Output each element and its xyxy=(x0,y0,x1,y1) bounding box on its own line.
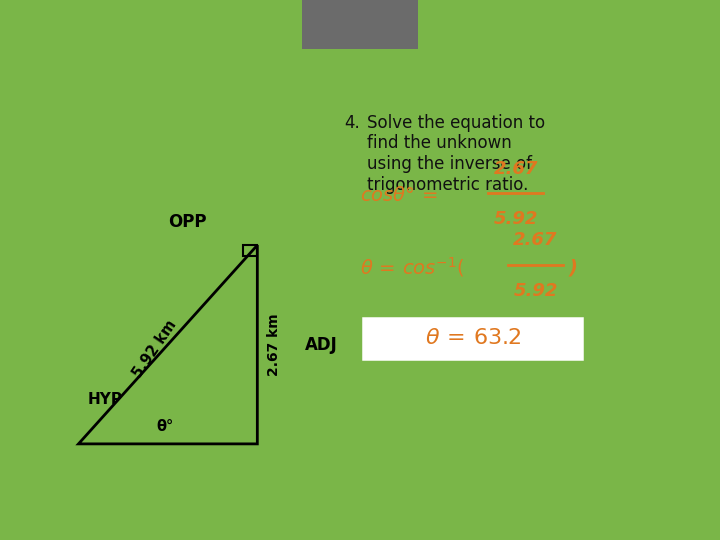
Bar xyxy=(243,245,257,256)
Text: 4.: 4. xyxy=(344,113,360,132)
FancyBboxPatch shape xyxy=(360,315,585,362)
Text: Solve the equation to
find the unknown
using the inverse of
trigonometric ratio.: Solve the equation to find the unknown u… xyxy=(366,113,545,194)
Text: right triangle using trigonometric ratios:: right triangle using trigonometric ratio… xyxy=(66,79,559,99)
Text: 5.92: 5.92 xyxy=(493,211,538,228)
Text: ADJ: ADJ xyxy=(305,335,338,354)
Text: HYP: HYP xyxy=(87,392,122,407)
Text: θ°: θ° xyxy=(156,419,174,434)
Text: ): ) xyxy=(569,258,577,277)
Text: OPP: OPP xyxy=(168,213,207,231)
Text: $cos\theta°\,=$: $cos\theta°\,=$ xyxy=(360,186,438,205)
Text: 5.92: 5.92 xyxy=(513,282,558,300)
Text: $\theta\,=\,63.2$: $\theta\,=\,63.2$ xyxy=(425,328,521,348)
Text: $\theta\,=\,cos^{-1}($: $\theta\,=\,cos^{-1}($ xyxy=(360,255,464,280)
Polygon shape xyxy=(78,245,257,444)
Text: 5.92 km: 5.92 km xyxy=(130,318,179,381)
Text: 2.67 km: 2.67 km xyxy=(267,313,282,376)
Text: Steps to finding the missing angle of a: Steps to finding the missing angle of a xyxy=(66,44,535,64)
Text: 2.67: 2.67 xyxy=(513,231,558,249)
Text: 2.67: 2.67 xyxy=(493,160,538,178)
